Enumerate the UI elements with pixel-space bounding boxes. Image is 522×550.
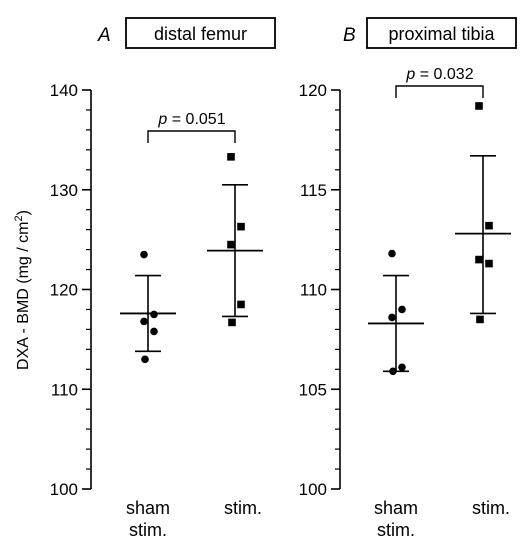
series-stim [207, 153, 263, 327]
panel-b: 100 105 110 115 120 B proximal tibia p = 0.032 s… [299, 17, 517, 540]
data-point [150, 310, 158, 319]
data-point [398, 305, 406, 314]
y-axis-label-superscript: 2 [13, 215, 25, 221]
panel-title: distal femur [154, 24, 247, 44]
panel-letter: B [343, 25, 356, 46]
data-point [388, 313, 396, 322]
y-axis-label-end: ) [15, 210, 32, 215]
x-category-label: stim. [472, 498, 510, 518]
y-tick-label: 100 [50, 480, 78, 499]
data-point [475, 255, 483, 264]
p-symbol: p [405, 66, 415, 83]
x-category-label: stim. [224, 498, 262, 518]
p-value-label: p = 0.032 [405, 66, 473, 83]
p-value-label: p = 0.051 [157, 111, 225, 128]
data-point [398, 363, 406, 372]
data-point [237, 300, 245, 309]
x-category-label: stim. [377, 520, 415, 540]
y-tick-label: 110 [51, 380, 78, 399]
data-point [140, 317, 148, 326]
data-point [228, 318, 236, 327]
panel-letter: A [97, 25, 111, 46]
data-point [475, 102, 483, 110]
data-point [227, 240, 235, 249]
y-axis-label-text: DXA - BMD (mg / cm [15, 222, 32, 370]
series-sham-stim [368, 249, 424, 376]
significance-bracket [147, 130, 236, 143]
data-point [476, 315, 484, 324]
series-stim [455, 102, 511, 324]
y-tick-label: 115 [300, 181, 327, 200]
data-point [485, 259, 493, 268]
p-value: = 0.032 [415, 66, 473, 83]
data-point [389, 367, 397, 376]
y-tick-label: 105 [299, 380, 327, 399]
significance-bracket [395, 85, 484, 98]
data-point [227, 153, 235, 161]
data-point [141, 355, 149, 364]
p-symbol: p [157, 111, 167, 128]
panel-a: 100 110 120 130 140 A distal femur p = 0.051 sha… [50, 17, 276, 540]
panel-title-box [125, 17, 276, 49]
panel-title-box [366, 17, 517, 49]
y-tick-label: 100 [299, 480, 327, 499]
y-axis-label: DXA - BMD (mg / cm2) [13, 210, 32, 370]
x-category-label: sham [374, 498, 418, 518]
y-tick-label: 120 [299, 81, 327, 100]
x-category-label: stim. [129, 520, 167, 540]
y-tick-label: 140 [50, 81, 78, 100]
data-point [140, 250, 148, 259]
x-category-label: sham [126, 498, 170, 518]
data-point [150, 327, 158, 336]
panel-title: proximal tibia [388, 24, 495, 44]
data-point [237, 222, 245, 231]
data-point [388, 249, 396, 258]
series-sham-stim [120, 250, 176, 364]
y-tick-label: 120 [50, 281, 78, 300]
p-value: = 0.051 [167, 111, 225, 128]
y-tick-label: 130 [50, 181, 78, 200]
y-tick-label: 110 [300, 281, 327, 300]
data-point [485, 221, 493, 230]
